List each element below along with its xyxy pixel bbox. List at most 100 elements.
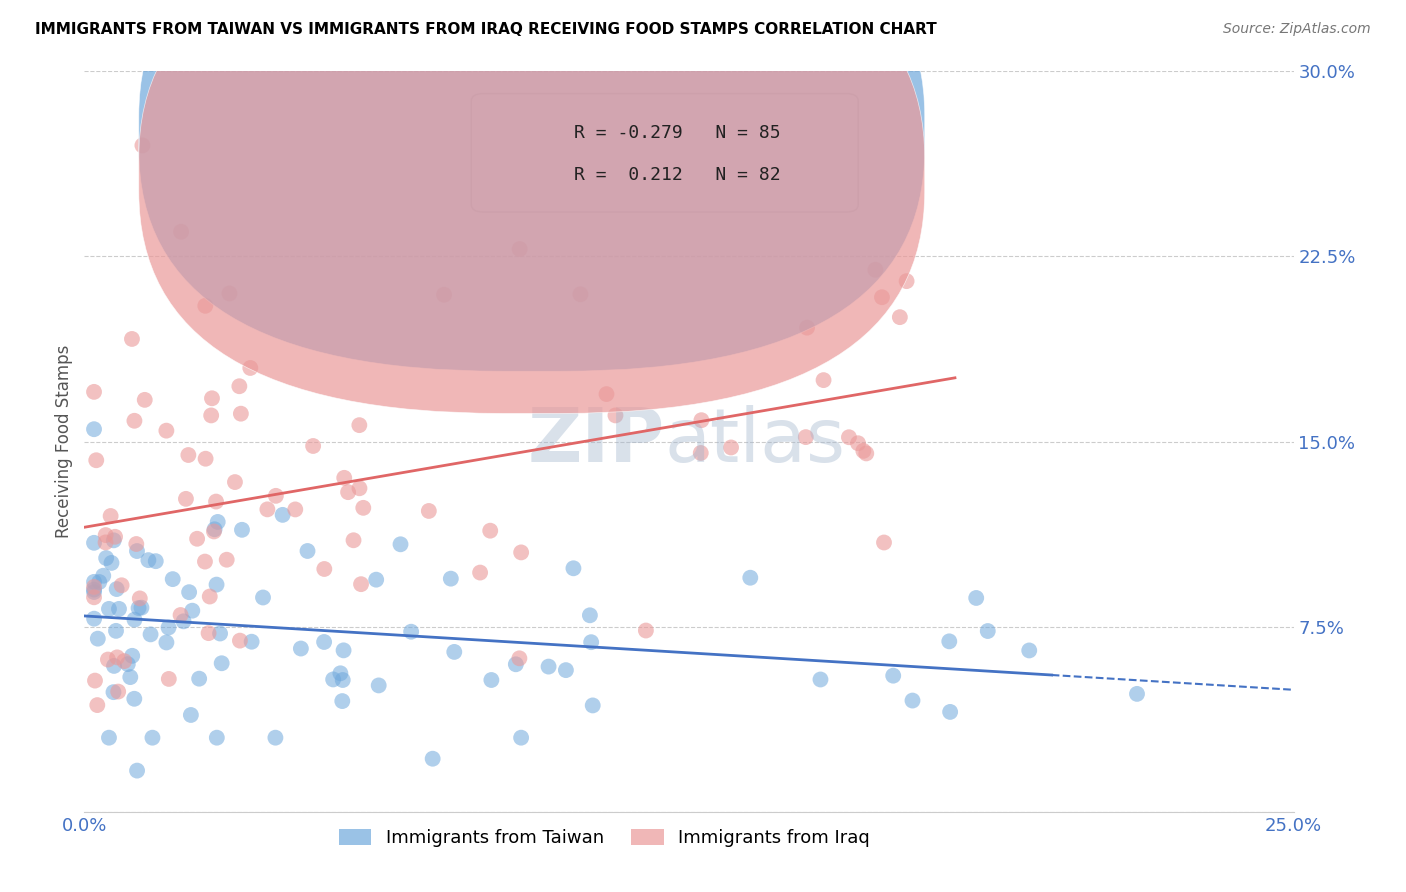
Point — [240, 634, 263, 648]
Point — [125, 764, 148, 778]
Point — [94, 528, 117, 542]
Point — [562, 561, 585, 575]
Point — [194, 299, 217, 313]
Point — [852, 443, 875, 458]
Point — [186, 532, 208, 546]
Point — [796, 320, 818, 334]
Point — [197, 626, 219, 640]
Point — [105, 582, 128, 596]
Text: atlas: atlas — [665, 405, 846, 478]
Point — [855, 446, 877, 460]
Point — [89, 574, 111, 589]
Point — [229, 633, 252, 648]
Point — [794, 430, 817, 444]
Text: R =  0.212   N = 82: R = 0.212 N = 82 — [574, 166, 780, 184]
Point — [740, 571, 762, 585]
Point — [690, 413, 713, 427]
Text: R = -0.279   N = 85: R = -0.279 N = 85 — [574, 124, 780, 142]
Point — [162, 572, 184, 586]
Point — [231, 523, 253, 537]
Point — [846, 436, 869, 450]
Point — [83, 574, 105, 589]
Point — [202, 524, 225, 539]
Point — [399, 624, 422, 639]
Point — [84, 453, 107, 467]
Point — [169, 607, 191, 622]
Point — [124, 613, 146, 627]
Point — [131, 138, 153, 153]
FancyBboxPatch shape — [139, 0, 925, 371]
Point — [194, 555, 217, 569]
Point — [83, 591, 105, 605]
Point — [200, 409, 222, 423]
Point — [124, 691, 146, 706]
Point — [352, 500, 374, 515]
Point — [422, 752, 444, 766]
Point — [211, 657, 233, 671]
Point — [901, 693, 924, 707]
Point — [1126, 687, 1149, 701]
Point — [813, 373, 835, 387]
Point — [939, 705, 962, 719]
Point — [205, 577, 228, 591]
Point — [157, 620, 180, 634]
Point — [139, 627, 162, 641]
Point — [582, 698, 605, 713]
Point — [120, 670, 142, 684]
Point — [965, 591, 987, 605]
Point — [505, 657, 527, 672]
Point — [157, 672, 180, 686]
Point — [91, 568, 114, 582]
Point — [125, 544, 148, 558]
Y-axis label: Receiving Food Stamps: Receiving Food Stamps — [55, 345, 73, 538]
Point — [103, 533, 125, 548]
Point — [204, 522, 226, 536]
Point — [468, 566, 491, 580]
Point — [96, 551, 118, 566]
Point — [98, 602, 121, 616]
Point — [977, 624, 1000, 638]
Point — [121, 648, 143, 663]
Point — [579, 608, 602, 623]
Point — [252, 591, 274, 605]
FancyBboxPatch shape — [139, 0, 925, 413]
Point — [510, 545, 533, 559]
Point — [105, 650, 128, 665]
Point — [100, 508, 122, 523]
Point — [239, 361, 262, 376]
Point — [554, 663, 576, 677]
Legend: Immigrants from Taiwan, Immigrants from Iraq: Immigrants from Taiwan, Immigrants from … — [332, 822, 877, 855]
Text: ZIP: ZIP — [527, 405, 665, 478]
Point — [83, 384, 105, 399]
Point — [579, 635, 602, 649]
Point — [349, 418, 371, 433]
Point — [194, 451, 217, 466]
Point — [896, 274, 918, 288]
Point — [83, 580, 105, 594]
Point — [865, 262, 887, 277]
Point — [443, 645, 465, 659]
Point — [389, 537, 412, 551]
Point — [205, 494, 228, 508]
Point — [105, 624, 128, 638]
Point — [125, 537, 148, 551]
Point — [181, 604, 204, 618]
Point — [256, 502, 278, 516]
Point — [479, 673, 502, 687]
Point — [121, 332, 143, 346]
Point — [108, 602, 131, 616]
Point — [128, 591, 150, 606]
Point — [188, 672, 211, 686]
Point — [838, 430, 860, 444]
Point — [83, 582, 105, 597]
Point — [720, 441, 742, 455]
Point — [224, 475, 246, 489]
Point — [333, 471, 356, 485]
Point — [173, 615, 195, 629]
Point — [302, 439, 325, 453]
Point — [138, 553, 160, 567]
Point — [87, 632, 110, 646]
Point — [418, 504, 440, 518]
Point — [349, 481, 371, 495]
Point — [297, 544, 319, 558]
